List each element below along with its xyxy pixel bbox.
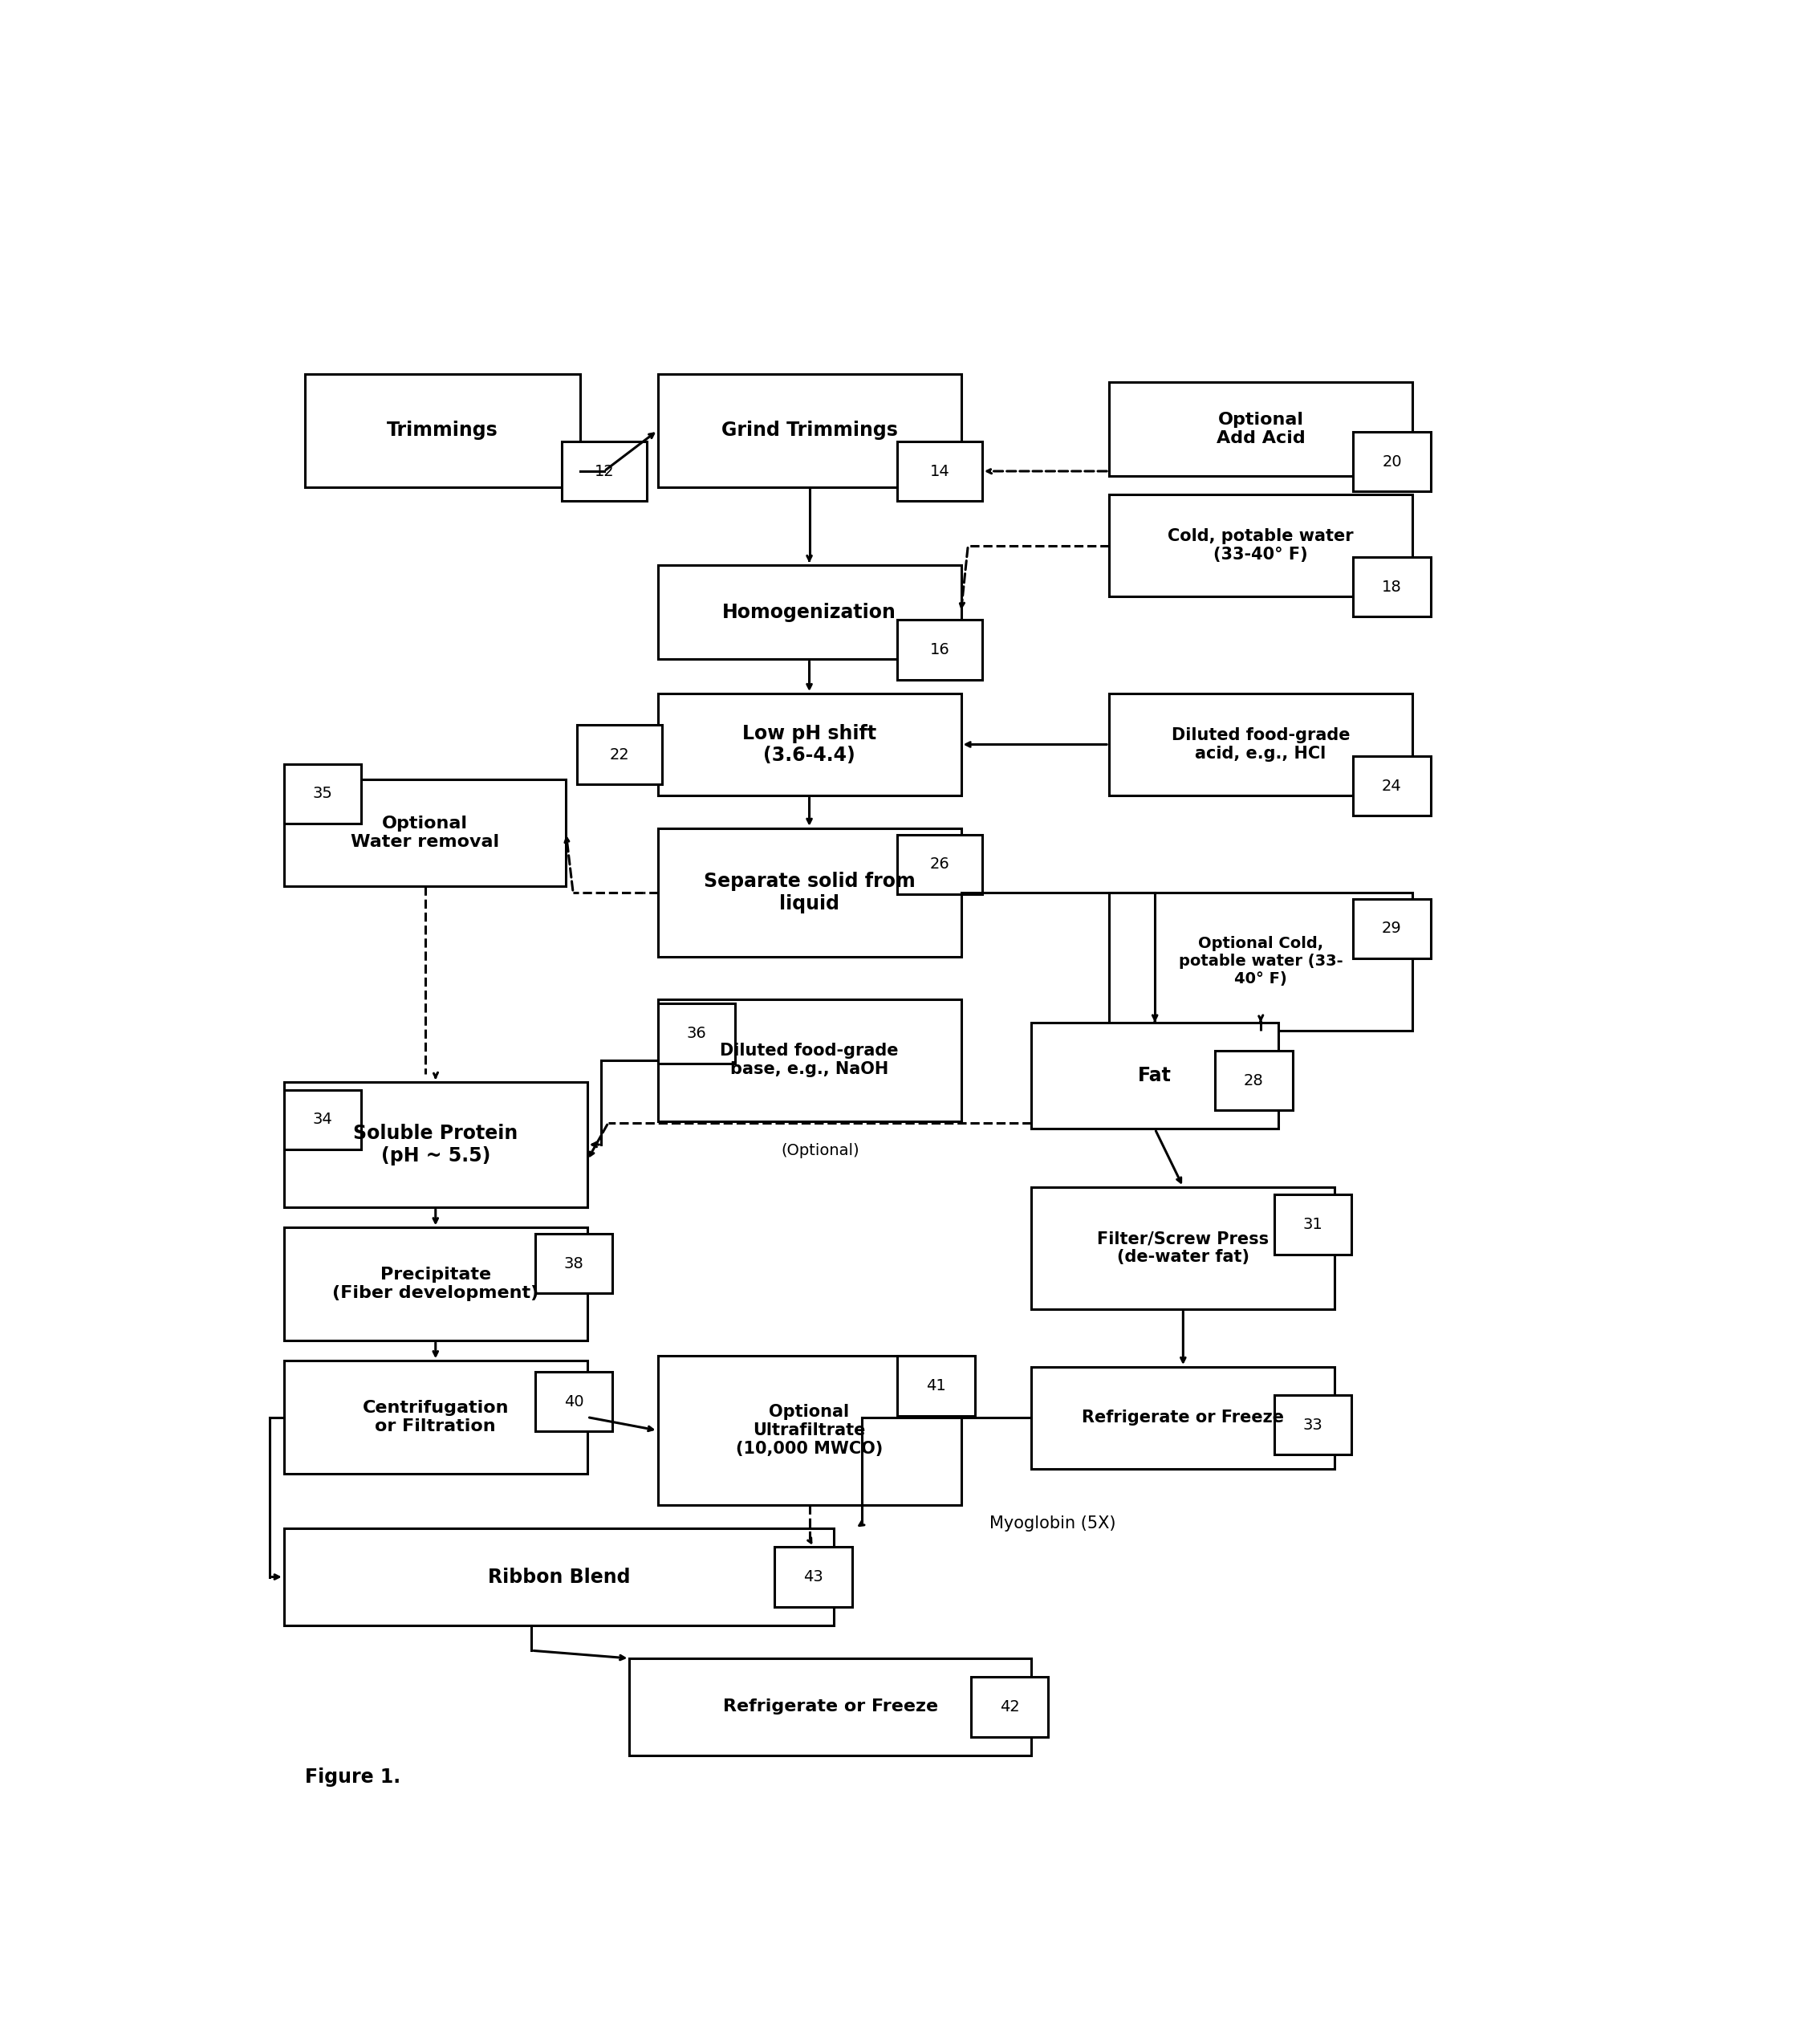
Text: (Optional): (Optional) — [781, 1143, 859, 1159]
Text: Refrigerate or Freeze: Refrigerate or Freeze — [1083, 1410, 1285, 1426]
Bar — [1352, 757, 1431, 816]
Bar — [1108, 494, 1412, 596]
Text: 16: 16 — [930, 643, 950, 657]
Bar — [657, 374, 961, 486]
Text: Diluted food-grade
base, e.g., NaOH: Diluted food-grade base, e.g., NaOH — [721, 1043, 899, 1078]
Bar — [562, 441, 646, 500]
Bar — [775, 1548, 852, 1607]
Bar — [284, 779, 566, 887]
Text: 12: 12 — [593, 464, 613, 478]
Bar — [657, 694, 961, 795]
Text: 36: 36 — [686, 1025, 706, 1041]
Bar — [577, 724, 662, 785]
Text: Ribbon Blend: Ribbon Blend — [488, 1568, 630, 1587]
Bar — [897, 620, 983, 679]
Bar — [970, 1678, 1048, 1737]
Text: Precipitate
(Fiber development): Precipitate (Fiber development) — [333, 1267, 539, 1302]
Bar — [284, 765, 362, 824]
Text: Grind Trimmings: Grind Trimmings — [721, 421, 897, 439]
Bar — [657, 999, 961, 1121]
Text: Filter/Screw Press
(de-water fat): Filter/Screw Press (de-water fat) — [1097, 1231, 1269, 1265]
Bar — [1108, 893, 1412, 1031]
Bar — [1352, 431, 1431, 492]
Text: Optional Cold,
potable water (33-
40° F): Optional Cold, potable water (33- 40° F) — [1179, 936, 1343, 986]
Text: 24: 24 — [1381, 779, 1401, 793]
Text: Trimmings: Trimmings — [388, 421, 499, 439]
Bar — [1108, 382, 1412, 476]
Text: 33: 33 — [1303, 1418, 1323, 1432]
Bar — [535, 1371, 613, 1432]
Text: 29: 29 — [1381, 921, 1401, 936]
Text: 38: 38 — [564, 1257, 584, 1271]
Text: Low pH shift
(3.6-4.4): Low pH shift (3.6-4.4) — [743, 724, 877, 765]
Bar — [284, 1229, 588, 1340]
Text: 14: 14 — [930, 464, 950, 478]
Bar — [284, 1082, 588, 1208]
Bar — [897, 441, 983, 500]
Bar — [306, 374, 581, 486]
Bar — [1108, 694, 1412, 795]
Text: 40: 40 — [564, 1393, 584, 1410]
Bar — [535, 1235, 613, 1294]
Text: Optional
Ultrafiltrate
(10,000 MWCO): Optional Ultrafiltrate (10,000 MWCO) — [735, 1403, 883, 1456]
Text: 35: 35 — [313, 787, 333, 801]
Text: Separate solid from
liquid: Separate solid from liquid — [704, 873, 915, 913]
Bar — [657, 1003, 735, 1064]
Bar — [1032, 1188, 1334, 1310]
Text: Refrigerate or Freeze: Refrigerate or Freeze — [723, 1698, 937, 1715]
Text: Myoglobin (5X): Myoglobin (5X) — [990, 1515, 1116, 1532]
Text: Cold, potable water
(33-40° F): Cold, potable water (33-40° F) — [1168, 529, 1354, 563]
Text: 22: 22 — [610, 746, 630, 763]
Bar — [284, 1528, 834, 1625]
Text: 42: 42 — [999, 1698, 1019, 1715]
Text: 18: 18 — [1381, 580, 1401, 594]
Bar — [657, 565, 961, 659]
Text: Centrifugation
or Filtration: Centrifugation or Filtration — [362, 1399, 510, 1434]
Bar — [630, 1658, 1032, 1755]
Text: Fat: Fat — [1138, 1066, 1172, 1086]
Bar — [1032, 1023, 1278, 1129]
Text: Optional
Add Acid: Optional Add Acid — [1216, 411, 1305, 445]
Bar — [284, 1090, 362, 1149]
Bar — [657, 1357, 961, 1505]
Text: 34: 34 — [313, 1113, 333, 1127]
Text: Optional
Water removal: Optional Water removal — [351, 816, 499, 850]
Text: Figure 1.: Figure 1. — [306, 1768, 400, 1786]
Text: 28: 28 — [1243, 1072, 1263, 1088]
Bar — [1274, 1194, 1352, 1255]
Text: 26: 26 — [930, 856, 950, 873]
Text: 41: 41 — [926, 1379, 946, 1393]
Text: Homogenization: Homogenization — [723, 602, 895, 622]
Bar — [1352, 899, 1431, 958]
Text: 31: 31 — [1303, 1216, 1323, 1233]
Bar — [897, 834, 983, 895]
Bar — [1274, 1395, 1352, 1454]
Bar — [1214, 1052, 1292, 1111]
Bar — [284, 1361, 588, 1473]
Bar — [1032, 1367, 1334, 1469]
Bar — [1352, 557, 1431, 616]
Text: Soluble Protein
(pH ~ 5.5): Soluble Protein (pH ~ 5.5) — [353, 1125, 519, 1165]
Bar — [657, 828, 961, 956]
Text: 43: 43 — [804, 1570, 823, 1584]
Bar — [897, 1357, 976, 1416]
Text: 20: 20 — [1381, 454, 1401, 470]
Text: Diluted food-grade
acid, e.g., HCl: Diluted food-grade acid, e.g., HCl — [1172, 726, 1350, 763]
